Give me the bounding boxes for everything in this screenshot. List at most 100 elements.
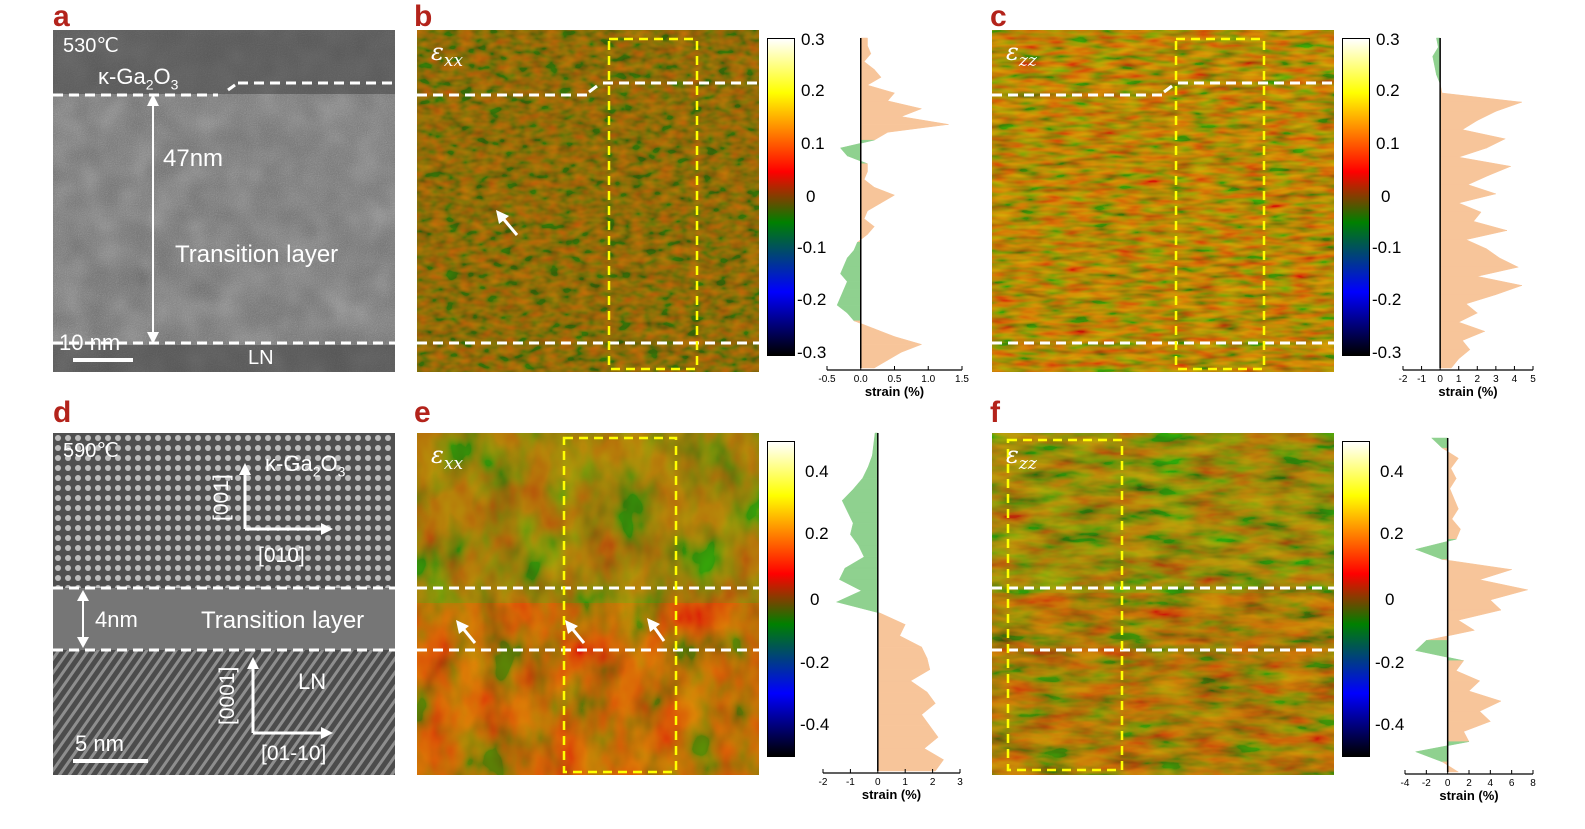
strain-map-e: εxx bbox=[417, 433, 759, 775]
profile-segment bbox=[840, 289, 861, 298]
profile-segment bbox=[1439, 257, 1519, 268]
scale-bar-label: 5 nm bbox=[75, 731, 124, 756]
profile-segment bbox=[877, 646, 928, 659]
profile-segment bbox=[1447, 589, 1528, 601]
profile-segment bbox=[1447, 478, 1457, 489]
colorbar-tick: 0 bbox=[806, 187, 816, 206]
colorbar-tick: -0.2 bbox=[1372, 290, 1402, 309]
profile-segment bbox=[1447, 721, 1491, 732]
profile-segment bbox=[1447, 569, 1512, 580]
profile-segment bbox=[1447, 579, 1528, 591]
profile-segment bbox=[1439, 321, 1485, 332]
colorbar-tick: 0.2 bbox=[805, 524, 829, 543]
profile-segment bbox=[1439, 230, 1508, 240]
x-tick-label: 1 bbox=[1456, 374, 1462, 385]
profile-segment bbox=[1447, 609, 1502, 621]
profile-segment bbox=[860, 202, 882, 212]
colorbar-tick: 0.4 bbox=[1380, 462, 1404, 481]
profile-segment bbox=[843, 281, 861, 290]
strain-symbol-ezz: εzz bbox=[1006, 38, 1037, 71]
profile-segment bbox=[1442, 559, 1512, 570]
axis-01-10-label: [01-10] bbox=[261, 742, 327, 765]
x-tick-label: 0 bbox=[1445, 778, 1451, 789]
profile-segment bbox=[860, 45, 872, 54]
colorbar-tick: 0 bbox=[810, 590, 820, 609]
x-tick-label: 2 bbox=[930, 777, 936, 788]
x-tick-label: 0 bbox=[875, 777, 881, 788]
colorbar-tick: -0.2 bbox=[797, 290, 827, 309]
x-tick-label: 6 bbox=[1509, 778, 1515, 789]
profile-segment bbox=[1415, 650, 1464, 661]
profile-segment bbox=[860, 194, 896, 204]
profile-segment bbox=[1439, 156, 1511, 167]
colorbar-tick: -0.4 bbox=[800, 715, 830, 734]
tem-image-590: 590℃ κ-Ga2O3 [001] [010] 4nm Transition … bbox=[53, 433, 395, 775]
profile-segment bbox=[1439, 303, 1478, 314]
profile-segment bbox=[860, 84, 895, 94]
profile-segment bbox=[1447, 619, 1476, 631]
profile-segment bbox=[839, 579, 879, 591]
profile-segment bbox=[1439, 147, 1487, 158]
panel-label-a: a bbox=[53, 0, 70, 33]
colorbar-tick: -0.1 bbox=[1372, 238, 1402, 257]
profile-segment bbox=[1432, 46, 1441, 57]
strain-profile-b: -0.5 0.0 0.5 1.0 1.5 strain (%) bbox=[818, 37, 969, 399]
profile-segment bbox=[1447, 690, 1502, 702]
profile-segment bbox=[877, 714, 931, 727]
profile-segment bbox=[1439, 211, 1482, 222]
profile-segment bbox=[846, 312, 861, 322]
profile-segment bbox=[847, 511, 879, 524]
profile-segment bbox=[1439, 239, 1487, 250]
panel-label-d: d bbox=[53, 396, 72, 429]
profile-segment bbox=[1439, 358, 1460, 369]
profile-segment bbox=[860, 344, 922, 353]
x-axis-label: strain (%) bbox=[1439, 788, 1498, 803]
colorbar-tick: 0.4 bbox=[805, 462, 829, 481]
profile-segment bbox=[877, 669, 931, 682]
profile-segment bbox=[1439, 193, 1496, 204]
colorbar-tick: -0.2 bbox=[800, 653, 830, 672]
strain-map-texture bbox=[992, 433, 1334, 775]
strain-map-texture bbox=[417, 30, 759, 372]
x-tick-label: 0 bbox=[1437, 374, 1443, 385]
profile-segment bbox=[860, 163, 868, 172]
profile-segment bbox=[860, 124, 949, 133]
profile-segment bbox=[844, 556, 879, 569]
x-tick-label: 4 bbox=[1512, 374, 1518, 385]
material-label: κ-Ga2O3 bbox=[98, 64, 179, 93]
profile-segment bbox=[836, 601, 881, 614]
profile-segment bbox=[1439, 294, 1496, 305]
profile-segment bbox=[1415, 640, 1448, 651]
layer-label: Transition layer bbox=[175, 241, 339, 268]
profile-segment bbox=[836, 304, 861, 314]
profile-segment bbox=[1447, 457, 1459, 469]
profile-segment bbox=[1439, 285, 1522, 295]
profile-segment bbox=[1447, 488, 1455, 499]
x-tick-label: -2 bbox=[819, 777, 828, 788]
x-tick-label: 8 bbox=[1530, 778, 1536, 789]
colorbar-tick: 0.1 bbox=[1376, 134, 1400, 153]
profile-segment bbox=[836, 297, 861, 306]
profile-segment bbox=[1439, 101, 1522, 112]
layer-label: Transition layer bbox=[201, 607, 365, 634]
strain-symbol-exx: εxx bbox=[431, 441, 464, 474]
strain-map-c: εzz bbox=[992, 30, 1334, 372]
x-tick-label: -2 bbox=[1399, 374, 1408, 385]
profile-segment bbox=[846, 249, 861, 259]
profile-segment bbox=[836, 590, 879, 603]
profile-segment bbox=[860, 132, 889, 141]
profile-segment bbox=[840, 139, 875, 149]
profile-segment bbox=[1432, 56, 1441, 66]
x-axis-label: strain (%) bbox=[865, 384, 924, 399]
profile-segment bbox=[1439, 129, 1506, 140]
colorbar-tick: 0.2 bbox=[1380, 524, 1404, 543]
profile-segment bbox=[1447, 468, 1457, 479]
panel-label-e: e bbox=[414, 396, 431, 429]
profile-segment bbox=[867, 455, 879, 468]
panel-label-b: b bbox=[414, 0, 433, 33]
profile-segment bbox=[877, 613, 906, 625]
profile-segment bbox=[860, 77, 882, 86]
profile-segment bbox=[1447, 670, 1480, 682]
colorbar-f bbox=[1342, 441, 1370, 757]
strain-profile-f: -4 -2 0 2 4 6 8 strain (%) bbox=[1401, 437, 1536, 803]
